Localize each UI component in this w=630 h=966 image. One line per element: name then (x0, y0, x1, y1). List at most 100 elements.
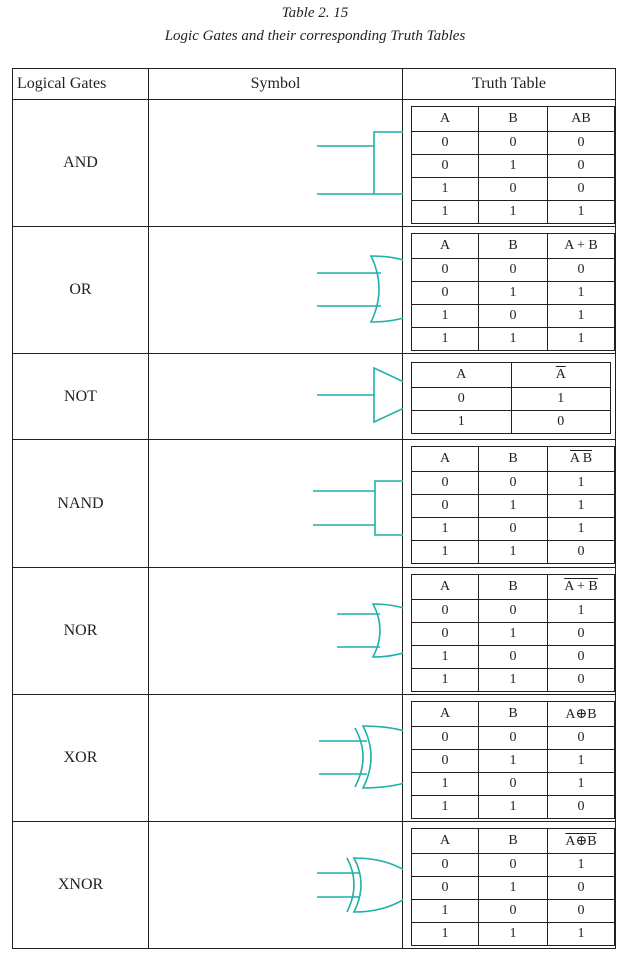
truth-value: 1 (478, 795, 548, 819)
truth-value: 0 (478, 599, 548, 623)
truth-value: 1 (411, 922, 479, 946)
gate-row-xor: XOR A B A⊕B 0 0 0 0 1 1 1 0 1 1 1 0 (12, 694, 616, 822)
symbol-cell (148, 821, 403, 949)
symbol-cell (148, 226, 403, 354)
truth-value: 0 (411, 258, 479, 282)
truth-value: 1 (510, 387, 611, 411)
truth-value: 1 (547, 494, 615, 518)
truth-value: 0 (547, 668, 615, 692)
truth-value: 0 (547, 795, 615, 819)
truth-col-header: B (478, 233, 548, 259)
truth-value: 1 (547, 853, 615, 877)
truth-value: 0 (547, 726, 615, 750)
truth-value: 0 (478, 471, 548, 495)
truth-value: 1 (411, 327, 479, 351)
truth-value: 0 (547, 540, 615, 564)
symbol-cell (148, 99, 403, 227)
symbol-cell (148, 694, 403, 822)
symbol-cell (148, 567, 403, 695)
truth-col-header: B (478, 106, 548, 132)
gate-name: NOT (12, 353, 149, 440)
truth-value: 1 (478, 281, 548, 305)
truth-col-header: A + B (547, 574, 615, 600)
truth-value: 0 (411, 281, 479, 305)
truth-value: 1 (547, 327, 615, 351)
truth-table-cell: A B A⊕B 0 0 1 0 1 0 1 0 0 1 1 1 (402, 821, 616, 949)
gate-row-and: AND A B AB 0 0 0 0 1 0 1 0 0 1 1 1 (12, 99, 616, 227)
truth-value: 0 (478, 177, 548, 201)
truth-value: 0 (411, 154, 479, 178)
truth-value: 1 (411, 540, 479, 564)
truth-value: 0 (510, 410, 611, 434)
truth-value: 0 (478, 726, 548, 750)
truth-value: 0 (411, 131, 479, 155)
not-gate-icon (317, 366, 403, 424)
truth-value: 0 (411, 471, 479, 495)
truth-header-row: A B A⊕B (411, 828, 615, 854)
truth-value: 0 (547, 131, 615, 155)
truth-value: 0 (478, 772, 548, 796)
truth-value: 1 (547, 200, 615, 224)
truth-value: 0 (411, 494, 479, 518)
truth-value: 0 (547, 622, 615, 646)
truth-col-header: A (411, 446, 479, 472)
truth-value: 1 (547, 471, 615, 495)
nand-gate-icon (313, 480, 403, 536)
truth-value: 1 (478, 749, 548, 773)
truth-value: 0 (411, 387, 512, 411)
truth-value: 1 (478, 494, 548, 518)
truth-value: 1 (478, 200, 548, 224)
truth-col-header: B (478, 701, 548, 727)
truth-col-header: A (411, 233, 479, 259)
truth-col-header: A (411, 362, 512, 388)
truth-value: 0 (411, 749, 479, 773)
and-gate-icon (317, 131, 403, 195)
truth-col-header: A⊕B (547, 701, 615, 727)
gate-name: XNOR (12, 821, 149, 949)
table-number: Table 2. 15 (281, 5, 349, 21)
truth-col-header: A B (547, 446, 615, 472)
symbol-cell (148, 353, 403, 440)
gate-name: AND (12, 99, 149, 227)
truth-value: 0 (478, 131, 548, 155)
truth-value: 1 (547, 749, 615, 773)
header-logical-gates: Logical Gates (12, 68, 149, 100)
gate-name: NAND (12, 439, 149, 568)
truth-value: 0 (547, 645, 615, 669)
truth-table: A B A⊕B 0 0 0 0 1 1 1 0 1 1 1 0 (411, 701, 615, 819)
truth-value: 1 (411, 645, 479, 669)
truth-value: 1 (411, 304, 479, 328)
gate-name: OR (12, 226, 149, 354)
truth-col-header: A⊕B (547, 828, 615, 854)
truth-value: 0 (547, 258, 615, 282)
nor-gate-icon (337, 603, 403, 658)
truth-value: 1 (411, 200, 479, 224)
table-caption: Logic Gates and their corresponding Trut… (164, 28, 466, 44)
truth-table-cell: A B A⊕B 0 0 0 0 1 1 1 0 1 1 1 0 (402, 694, 616, 822)
truth-table: A B A⊕B 0 0 1 0 1 0 1 0 0 1 1 1 (411, 828, 615, 946)
truth-col-header: A + B (547, 233, 615, 259)
truth-value: 0 (478, 258, 548, 282)
